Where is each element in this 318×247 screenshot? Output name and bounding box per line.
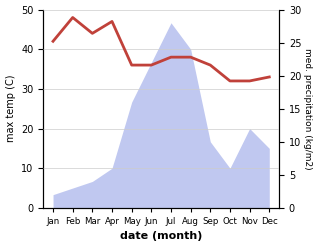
Y-axis label: med. precipitation (kg/m2): med. precipitation (kg/m2) — [303, 48, 313, 169]
X-axis label: date (month): date (month) — [120, 231, 202, 242]
Y-axis label: max temp (C): max temp (C) — [5, 75, 16, 143]
